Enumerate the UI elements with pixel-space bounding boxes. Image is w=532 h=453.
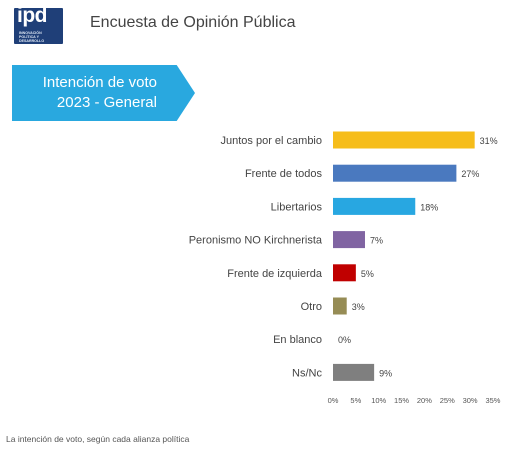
data-label: 5% bbox=[361, 269, 374, 279]
category-label: Otro bbox=[301, 301, 322, 313]
category-label: En blanco bbox=[273, 334, 322, 346]
x-tick-label: 10% bbox=[371, 396, 386, 405]
category-label: Juntos por el cambio bbox=[221, 135, 323, 147]
data-label: 7% bbox=[370, 236, 383, 246]
x-tick-label: 0% bbox=[328, 396, 339, 405]
logo-tagline: Innovación Política y Desarrollo bbox=[19, 31, 45, 43]
data-label: 0% bbox=[338, 335, 351, 345]
x-tick-label: 5% bbox=[350, 396, 361, 405]
data-label: 18% bbox=[420, 202, 438, 212]
banner-title-line2: 2023 - General bbox=[56, 94, 157, 111]
bar bbox=[333, 264, 356, 282]
data-label: 31% bbox=[480, 136, 498, 146]
banner-title-line1: Intención de voto bbox=[42, 74, 157, 91]
bar bbox=[333, 197, 416, 215]
chart-title-banner: Intención de voto 2023 - General bbox=[12, 65, 195, 121]
category-label: Ns/Nc bbox=[292, 367, 322, 379]
x-tick-label: 30% bbox=[463, 396, 478, 405]
bar bbox=[333, 164, 457, 182]
category-label: Frente de todos bbox=[245, 168, 323, 180]
bar bbox=[333, 363, 375, 381]
data-label: 9% bbox=[379, 368, 392, 378]
chart-caption: La intención de voto, según cada alianza… bbox=[6, 434, 190, 444]
logo: ipd Innovación Política y Desarrollo bbox=[14, 8, 63, 44]
category-label: Libertarios bbox=[271, 201, 323, 213]
bar bbox=[333, 231, 365, 249]
bar bbox=[333, 297, 347, 315]
x-tick-label: 25% bbox=[440, 396, 455, 405]
survey-title: Encuesta de Opinión Pública bbox=[90, 14, 296, 31]
x-tick-label: 15% bbox=[394, 396, 409, 405]
bar bbox=[333, 131, 475, 149]
category-label: Frente de izquierda bbox=[227, 268, 323, 280]
bar-chart: Juntos por el cambio 31% Frente de todos 27… bbox=[189, 131, 501, 405]
data-label: 27% bbox=[461, 169, 479, 179]
x-tick-label: 20% bbox=[417, 396, 432, 405]
category-label: Peronismo NO Kirchnerista bbox=[189, 235, 323, 247]
data-label: 3% bbox=[352, 302, 365, 312]
x-tick-label: 35% bbox=[485, 396, 500, 405]
logo-text: ipd bbox=[17, 8, 48, 27]
